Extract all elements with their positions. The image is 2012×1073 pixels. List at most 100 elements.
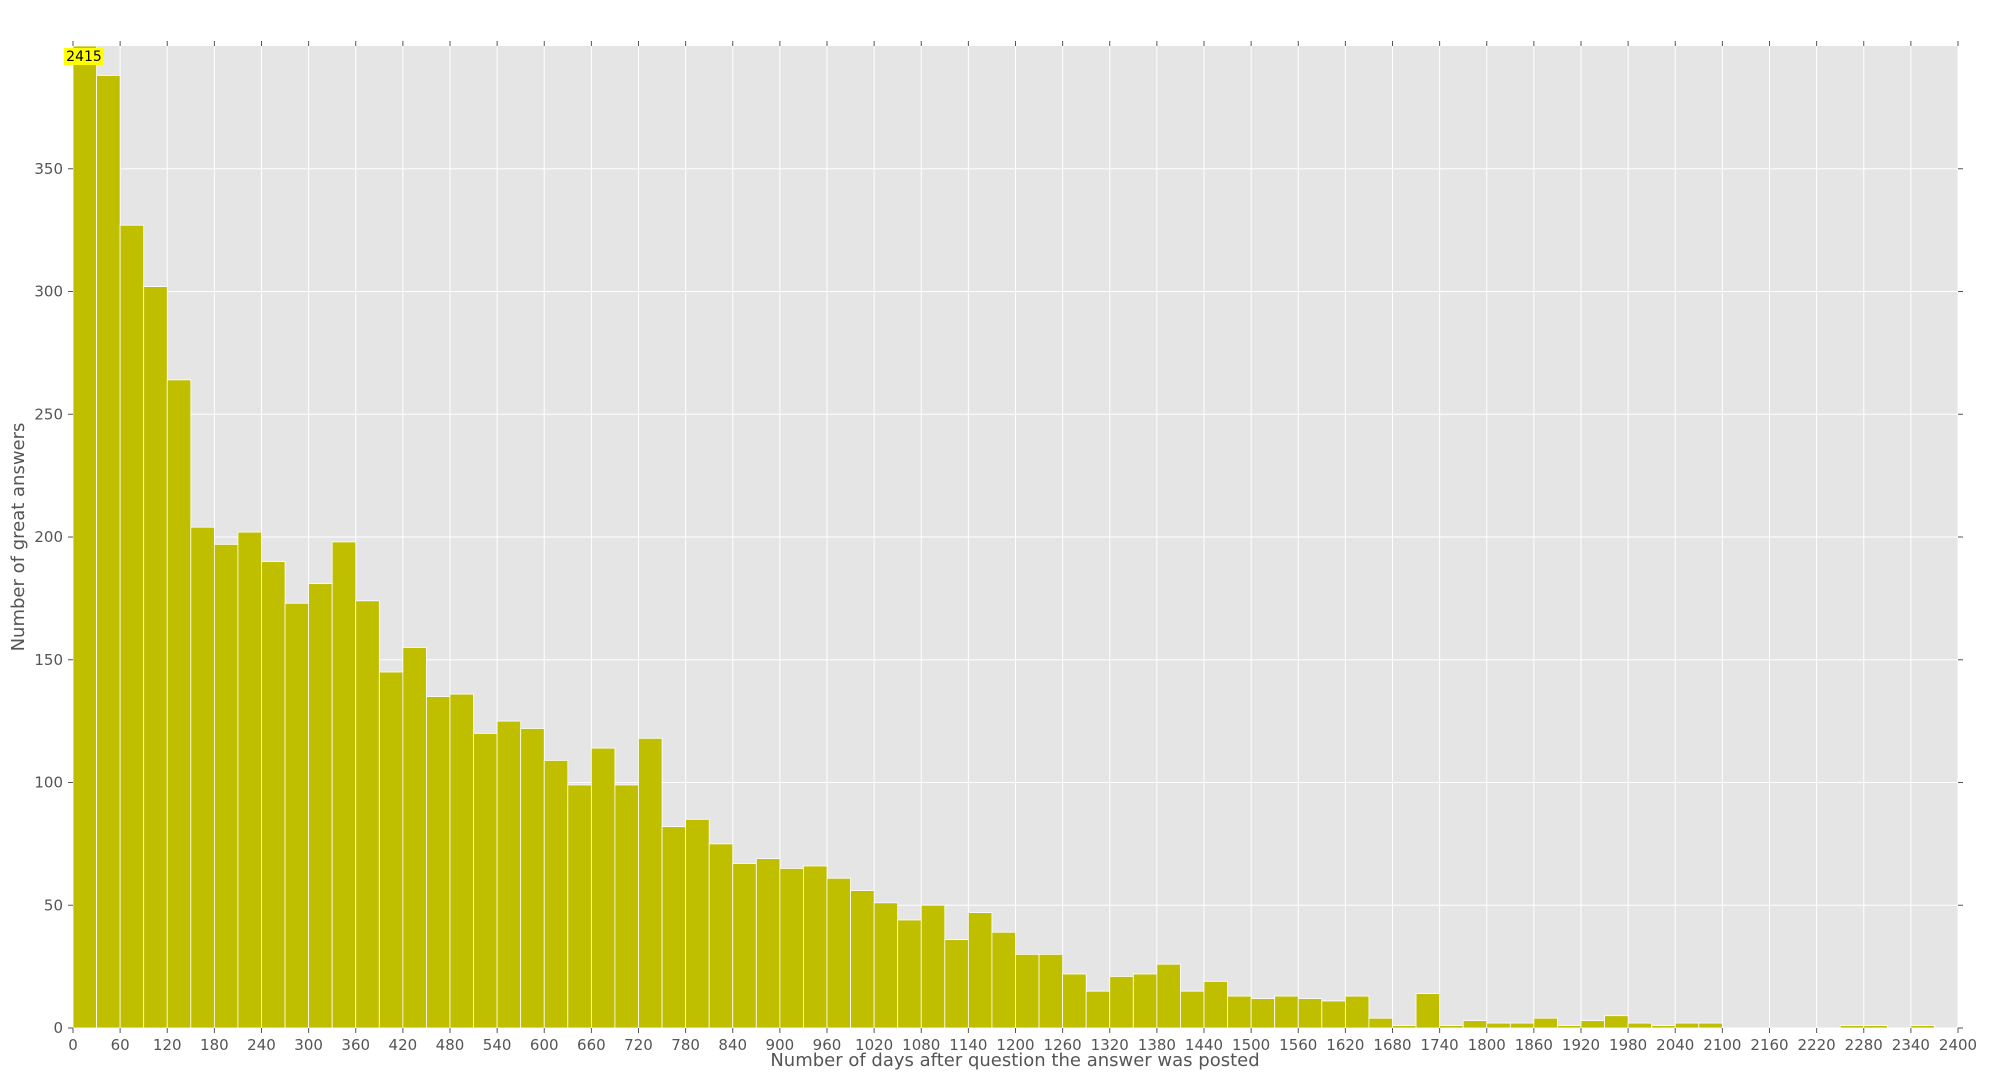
x-tick-label: 1920 bbox=[1562, 1036, 1600, 1054]
x-tick-label: 2100 bbox=[1703, 1036, 1741, 1054]
y-tick-label: 0 bbox=[53, 1019, 63, 1037]
y-tick-label: 100 bbox=[34, 774, 63, 792]
histogram-bar bbox=[426, 696, 451, 1029]
histogram-bar bbox=[1274, 995, 1299, 1029]
x-tick-label: 2220 bbox=[1798, 1036, 1836, 1054]
x-tick-label: 420 bbox=[389, 1036, 418, 1054]
histogram-bar bbox=[1674, 1022, 1700, 1029]
x-tick-label: 720 bbox=[624, 1036, 653, 1054]
x-tick-label: 600 bbox=[530, 1036, 559, 1054]
x-tick-label: 240 bbox=[247, 1036, 276, 1054]
histogram-bar bbox=[1415, 993, 1441, 1029]
x-tick-label: 1140 bbox=[949, 1036, 987, 1054]
histogram-bar bbox=[355, 600, 380, 1029]
y-tick-label: 200 bbox=[34, 528, 63, 546]
histogram-bar bbox=[473, 733, 498, 1029]
histogram-bar bbox=[119, 224, 145, 1029]
x-tick-label: 1080 bbox=[902, 1036, 940, 1054]
histogram-bar bbox=[755, 858, 781, 1029]
x-tick-label: 480 bbox=[436, 1036, 465, 1054]
y-tick-label: 150 bbox=[34, 651, 63, 669]
x-tick-label: 180 bbox=[200, 1036, 229, 1054]
histogram-bar bbox=[1344, 995, 1370, 1029]
histogram-bar bbox=[708, 843, 734, 1029]
histogram-bar bbox=[520, 728, 545, 1029]
x-tick-label: 2340 bbox=[1892, 1036, 1930, 1054]
histogram-bar bbox=[261, 561, 286, 1029]
histogram-bar bbox=[1227, 995, 1252, 1029]
histogram-bar bbox=[685, 818, 710, 1029]
x-tick-label: 120 bbox=[153, 1036, 182, 1054]
histogram-bar bbox=[732, 863, 757, 1029]
x-tick-label: 1500 bbox=[1232, 1036, 1270, 1054]
y-tick-label: 50 bbox=[44, 896, 63, 914]
histogram-bar bbox=[614, 784, 639, 1029]
histogram-bar bbox=[496, 720, 522, 1029]
histogram-bar bbox=[850, 890, 875, 1029]
histogram-bar bbox=[1509, 1022, 1535, 1029]
histogram-bar bbox=[1580, 1020, 1605, 1029]
histogram-bar bbox=[1910, 1025, 1935, 1029]
x-tick-label: 1680 bbox=[1373, 1036, 1411, 1054]
histogram-bar bbox=[96, 75, 121, 1029]
histogram-bar bbox=[143, 286, 168, 1029]
histogram-bar bbox=[1085, 990, 1111, 1029]
histogram-bar bbox=[72, 45, 97, 1029]
x-tick-label: 360 bbox=[341, 1036, 370, 1054]
histogram-bar bbox=[1604, 1015, 1629, 1029]
histogram-bar bbox=[1839, 1025, 1865, 1029]
y-tick-label: 300 bbox=[34, 283, 63, 301]
x-tick-label: 2280 bbox=[1845, 1036, 1883, 1054]
x-tick-label: 1440 bbox=[1185, 1036, 1223, 1054]
histogram-bar bbox=[1132, 973, 1158, 1029]
histogram-bar bbox=[1038, 953, 1064, 1029]
histogram-bar bbox=[567, 784, 592, 1029]
histogram-bar bbox=[1557, 1025, 1582, 1029]
histogram-bar bbox=[237, 531, 262, 1029]
histogram-bar bbox=[873, 902, 899, 1029]
histogram-bar bbox=[897, 919, 922, 1029]
histogram-bar bbox=[1368, 1017, 1393, 1029]
x-tick-label: 1320 bbox=[1091, 1036, 1129, 1054]
histogram-bar bbox=[1392, 1025, 1417, 1029]
x-axis-title: Number of days after question the answer… bbox=[770, 1050, 1259, 1071]
x-tick-label: 1380 bbox=[1138, 1036, 1176, 1054]
histogram-bar bbox=[166, 379, 192, 1029]
histogram-bar bbox=[213, 543, 239, 1029]
histogram-bar bbox=[1533, 1017, 1558, 1029]
x-tick-label: 60 bbox=[111, 1036, 130, 1054]
x-tick-label: 1560 bbox=[1279, 1036, 1317, 1054]
x-tick-label: 1200 bbox=[996, 1036, 1034, 1054]
histogram-bar bbox=[402, 647, 427, 1029]
y-tick-labels: 0 50 100 150 200 250 300 350 bbox=[34, 160, 63, 1037]
x-tick-label: 1740 bbox=[1421, 1036, 1459, 1054]
x-tick-label: 2160 bbox=[1750, 1036, 1788, 1054]
histogram-bar bbox=[944, 939, 969, 1029]
histogram-bar bbox=[1651, 1025, 1676, 1029]
x-tick-label: 840 bbox=[718, 1036, 747, 1054]
x-tick-label: 1020 bbox=[855, 1036, 893, 1054]
histogram-bar bbox=[1250, 998, 1276, 1029]
histogram-bar bbox=[803, 865, 828, 1029]
histogram-bar bbox=[1462, 1020, 1488, 1029]
histogram-bar bbox=[1180, 990, 1205, 1029]
x-tick-labels: 0 60 120 180 240 300 360 420 480 540 600 660 720 780 8… bbox=[68, 1036, 1977, 1054]
histogram-bar bbox=[284, 602, 310, 1029]
histogram-bar bbox=[1698, 1022, 1723, 1029]
x-tick-label: 2400 bbox=[1939, 1036, 1977, 1054]
x-tick-label: 1260 bbox=[1044, 1036, 1082, 1054]
histogram-bar bbox=[661, 826, 687, 1029]
x-tick-label: 1620 bbox=[1326, 1036, 1364, 1054]
x-tick-label: 960 bbox=[813, 1036, 842, 1054]
histogram-bar bbox=[190, 526, 215, 1029]
histogram-bar bbox=[308, 583, 333, 1029]
overflow-callout: 2415 bbox=[64, 48, 104, 65]
callout-box bbox=[64, 48, 104, 65]
histogram-bar bbox=[331, 541, 357, 1029]
y-tick-label: 350 bbox=[34, 160, 63, 178]
callout-text: 2415 bbox=[66, 49, 102, 65]
bars bbox=[72, 45, 1935, 1029]
histogram-bar bbox=[1321, 1000, 1346, 1029]
histogram-bar bbox=[920, 904, 946, 1029]
x-tick-label: 900 bbox=[766, 1036, 795, 1054]
